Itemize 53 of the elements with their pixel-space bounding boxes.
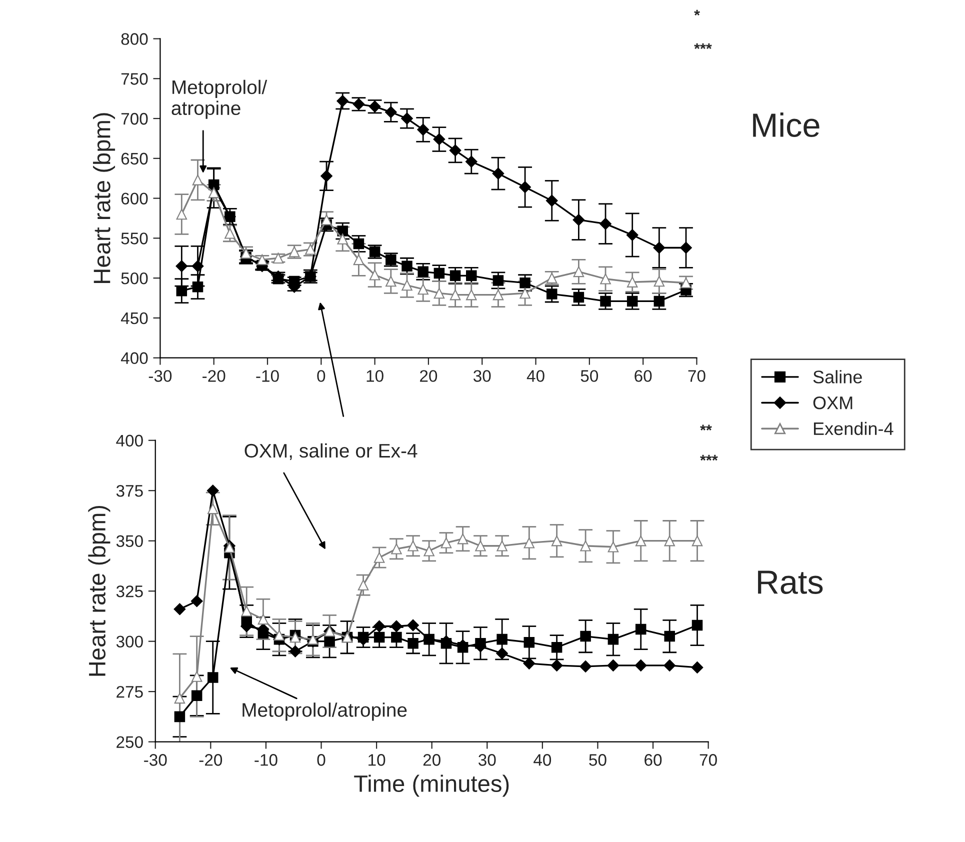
annotation: *** [700,454,718,461]
legend-label: Exendin-4 [814,422,894,436]
y-tick-label: 650 [121,152,148,165]
x-tick-label: 60 [644,754,662,766]
x-tick-label: -30 [144,754,167,766]
y-tick-label: 500 [121,272,148,284]
y-axis-title: Heart rate (bpm) [93,113,116,283]
y-tick-label: 275 [116,686,143,698]
y-tick-label: 450 [120,312,148,324]
x-tick-label: -20 [202,370,226,382]
annotation: Metoprolol/atropine [242,702,407,721]
x-tick-label: -30 [148,370,172,382]
x-tick-label: 50 [580,370,598,382]
y-tick-label: 750 [121,73,148,85]
x-tick-label: 60 [634,370,652,382]
y-tick-label: 400 [116,434,143,447]
y-tick-label: 800 [121,33,148,45]
x-tick-label: 40 [534,754,552,766]
y-axis-title: Heart rate (bpm) [88,506,110,676]
x-tick-label: 40 [526,370,544,382]
x-tick-label: 20 [423,754,440,766]
x-tick-label: 70 [700,754,717,766]
y-tick-label: 350 [116,535,143,548]
text: ** [700,424,712,430]
x-tick-label: 10 [368,754,386,766]
x-tick-label: 10 [366,370,384,382]
x-tick-label: -20 [199,754,222,766]
x-tick-label: 30 [478,754,496,766]
x-tick-label: 0 [317,754,326,766]
legend-label: OXM [813,396,852,410]
x-tick-label: 30 [473,370,491,382]
text: Mice [753,112,820,138]
y-tick-label: 700 [121,112,148,125]
annotation: Metoprolol/ atropine [172,80,268,119]
y-tick-label: 375 [116,485,143,497]
x-tick-label: 50 [589,754,606,766]
legend-label: Saline [813,370,862,384]
annotation: OXM, saline or Ex-4 [244,443,418,460]
x-tick-label: -10 [256,370,279,382]
x-tick-label: 0 [317,370,326,382]
y-tick-label: 325 [116,585,143,598]
x-tick-label: 70 [688,370,706,382]
y-tick-label: 550 [121,232,148,244]
text: * [694,10,700,16]
y-tick-label: 300 [116,636,143,648]
x-axis-title: Time (minutes) [354,774,509,797]
y-tick-label: 400 [120,352,148,364]
annotation: *** [694,43,712,50]
text: Rats [758,570,823,594]
x-tick-label: -10 [254,754,278,766]
y-tick-label: 250 [116,736,143,748]
x-tick-label: 20 [420,370,438,382]
y-tick-label: 600 [121,192,148,204]
